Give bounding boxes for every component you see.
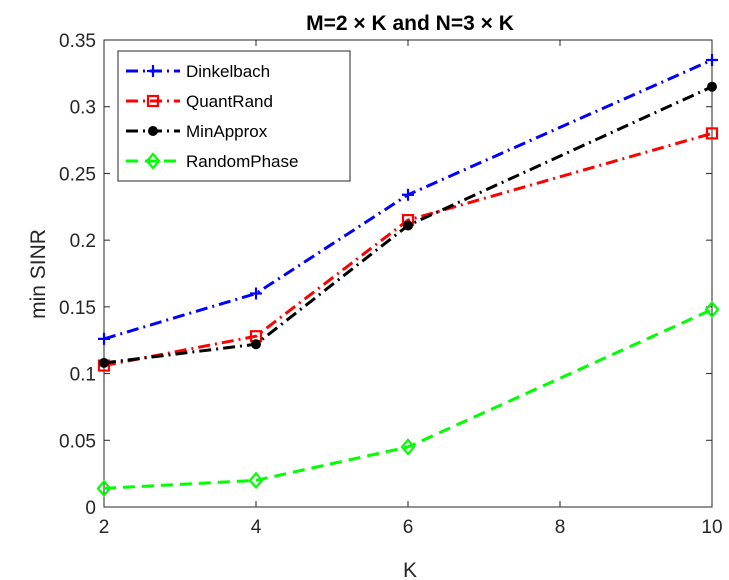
legend-label-quantrand: QuantRand <box>186 92 273 111</box>
data-point-minapprox <box>251 339 261 350</box>
chart-title: M=2 × K and N=3 × K <box>306 12 514 35</box>
series-line-quantrand <box>103 131 713 368</box>
x-tick-label: 6 <box>403 517 414 538</box>
data-point-quantrand <box>705 127 719 140</box>
legend-item-randomphase: RandomPhase <box>126 152 298 171</box>
series-line-dinkelbach <box>103 58 713 341</box>
legend-marker-dinkelbach <box>147 65 159 77</box>
legend-label-minapprox: MinApprox <box>186 122 268 141</box>
y-tick-label: 0.25 <box>59 164 96 185</box>
y-tick-label: 0.1 <box>70 365 96 386</box>
data-point-dinkelbach <box>706 54 718 67</box>
data-point-randomphase <box>704 300 720 319</box>
data-point-minapprox <box>99 357 109 368</box>
x-tick-label: 10 <box>701 517 722 538</box>
legend-item-minapprox: MinApprox <box>126 122 268 141</box>
legend-item-quantrand: QuantRand <box>126 92 273 111</box>
data-point-dinkelbach <box>98 332 110 345</box>
y-tick-label: 0.15 <box>59 298 96 319</box>
series-minapprox <box>99 81 717 368</box>
x-axis-label: K <box>403 559 417 580</box>
series-line-randomphase <box>103 308 713 490</box>
data-point-minapprox <box>403 220 413 231</box>
y-tick-label: 0.2 <box>70 231 96 252</box>
y-tick-label: 0.35 <box>59 31 96 52</box>
series-dinkelbach <box>98 54 718 345</box>
series-line-minapprox <box>103 85 713 365</box>
y-tick-label: 0.05 <box>59 431 96 452</box>
data-point-randomphase <box>248 471 264 490</box>
legend-label-randomphase: RandomPhase <box>186 152 298 171</box>
legend-marker-minapprox <box>148 126 158 136</box>
y-tick-label: 0.3 <box>70 98 96 119</box>
y-axis-label: min SINR <box>27 229 50 319</box>
y-tick-label: 0 <box>85 498 96 519</box>
x-tick-label: 2 <box>99 517 110 538</box>
data-point-dinkelbach <box>402 188 414 201</box>
series-randomphase <box>96 300 720 498</box>
legend-item-dinkelbach: Dinkelbach <box>126 62 270 81</box>
data-point-minapprox <box>707 81 717 92</box>
legend: Dinkelbach QuantRand MinApprox RandomPhase <box>117 50 351 182</box>
data-point-randomphase <box>400 438 416 456</box>
x-tick-label: 8 <box>555 517 566 538</box>
data-point-dinkelbach <box>250 287 262 300</box>
data-point-randomphase <box>96 479 112 498</box>
x-axis: 2 4 6 8 10 <box>99 40 723 538</box>
series-layer <box>96 54 720 498</box>
y-axis: 0 0.05 0.1 0.15 0.2 0.25 0.3 0.35 <box>59 31 712 519</box>
legend-marker-randomphase <box>145 152 161 170</box>
legend-marker-quantrand <box>146 94 160 108</box>
x-tick-label: 4 <box>251 517 262 538</box>
legend-label-dinkelbach: Dinkelbach <box>186 62 270 81</box>
